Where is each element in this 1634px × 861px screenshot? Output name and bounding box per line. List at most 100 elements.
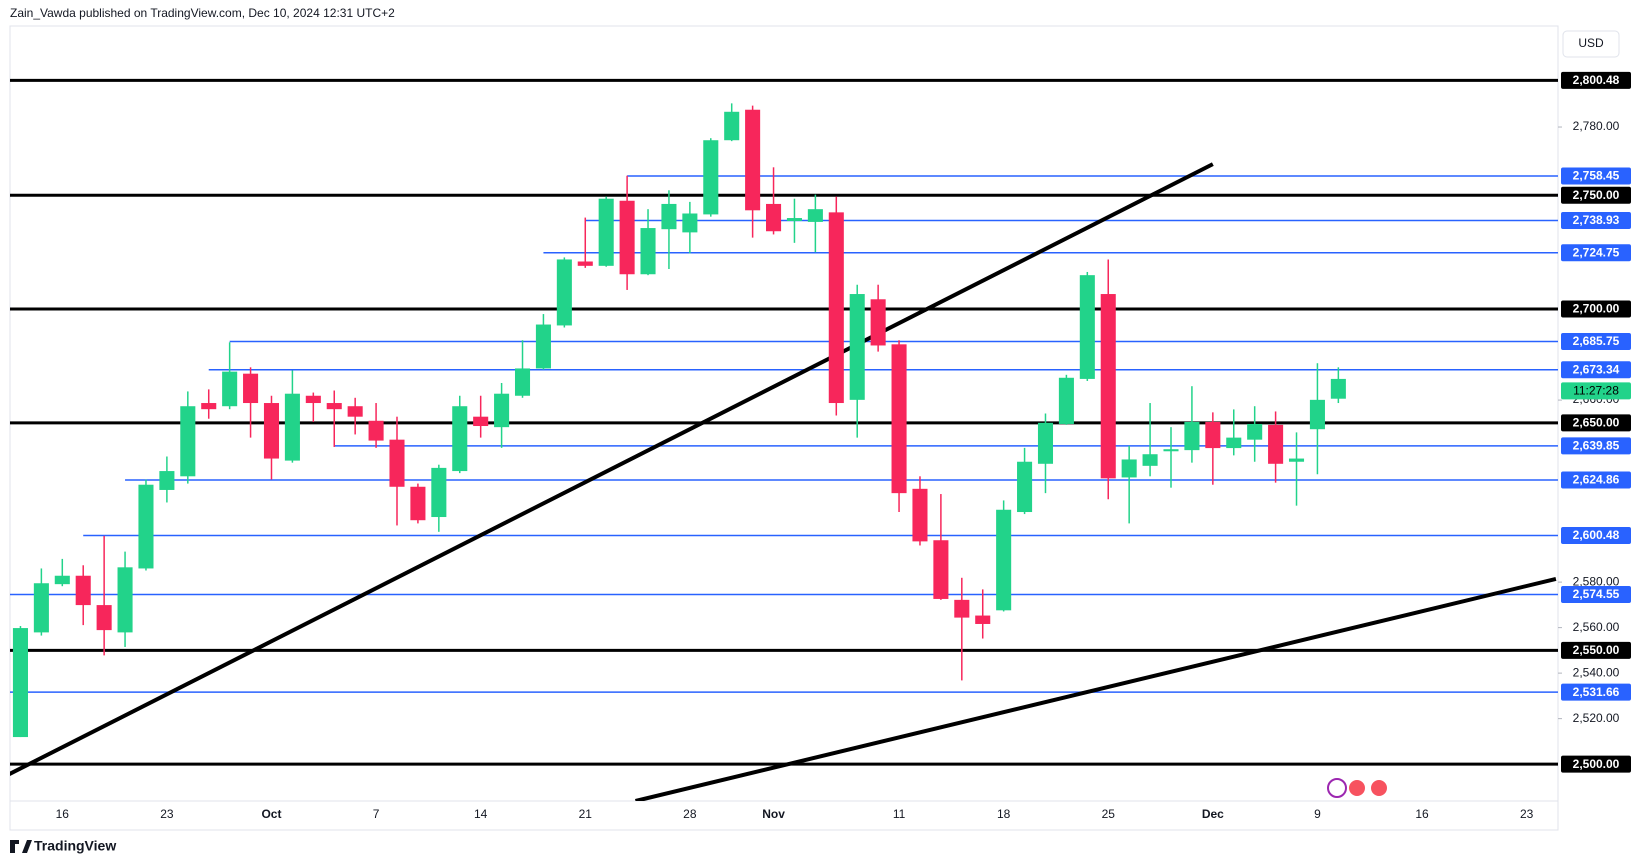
candle-body: [807, 209, 823, 222]
candle-body: [431, 467, 447, 518]
candle-body: [1121, 459, 1137, 478]
candle-body: [640, 228, 656, 275]
y-tick-label: 2,520.00: [1573, 711, 1620, 725]
candle-body: [1226, 437, 1242, 449]
level-tag: [1561, 641, 1631, 659]
candle-body: [577, 261, 593, 266]
level-tag: [1561, 755, 1631, 773]
level-tag-label: 2,685.75: [1573, 334, 1620, 348]
level-tag-label: 2,574.55: [1573, 587, 1620, 601]
candle-body: [975, 615, 991, 624]
candle-body: [954, 599, 970, 618]
level-tag-label: 2,600.48: [1573, 528, 1620, 542]
level-tag: [1561, 300, 1631, 318]
y-tick-label: 2,580.00: [1573, 574, 1620, 588]
candle-body: [54, 575, 70, 585]
level-tag-label: 2,650.00: [1573, 416, 1620, 430]
candle-body: [682, 213, 698, 233]
candle-body: [996, 509, 1012, 611]
candle-body: [912, 488, 928, 542]
candle-body: [389, 439, 405, 487]
candle-body: [494, 393, 510, 428]
candle-body: [598, 198, 614, 266]
candle-body: [305, 395, 321, 404]
candle-body: [159, 471, 175, 490]
event-icon[interactable]: [1327, 778, 1347, 798]
level-tag: [1561, 527, 1631, 545]
x-tick-label: 14: [474, 807, 488, 821]
candle-body: [96, 605, 112, 631]
y-tick-label: 2,780.00: [1573, 119, 1620, 133]
candle-body: [933, 540, 949, 599]
candle-body: [745, 109, 761, 211]
candle-body: [368, 420, 384, 441]
level-tag-label: 2,673.34: [1573, 362, 1620, 376]
candle-body: [284, 393, 300, 461]
candle-body: [138, 484, 154, 569]
countdown: 11:27:28: [1573, 384, 1619, 398]
candle-body: [1079, 275, 1095, 379]
level-tag: [1561, 414, 1631, 432]
candle-body: [870, 299, 886, 346]
level-tag-label: 2,624.86: [1573, 473, 1620, 487]
candle-body: [891, 344, 907, 494]
candle-body: [724, 111, 740, 141]
candle-body: [117, 567, 133, 633]
trendline: [635, 576, 1557, 801]
candle-body: [703, 140, 719, 215]
candle-body: [1268, 424, 1284, 464]
y-tick-label: 2,560.00: [1573, 620, 1620, 634]
level-tag-label: 2,800.48: [1573, 73, 1620, 87]
x-tick-label: 9: [1314, 807, 1321, 821]
candle-body: [535, 324, 551, 369]
candle-body: [222, 371, 238, 407]
candle-body: [243, 373, 259, 404]
candle-body: [180, 406, 196, 477]
event-icon[interactable]: [1369, 778, 1389, 798]
candle-body: [201, 403, 217, 410]
x-tick-label: 16: [1415, 807, 1429, 821]
candle-body: [1288, 458, 1305, 462]
candle-body: [263, 403, 280, 459]
candle-body: [473, 416, 489, 427]
currency[interactable]: USD: [1578, 36, 1604, 50]
candle-body: [828, 212, 844, 404]
level-tag-label: 2,550.00: [1573, 643, 1620, 657]
level-tag: [1561, 471, 1631, 489]
candle-body: [1330, 378, 1346, 399]
level-tag: [1561, 586, 1631, 604]
candle-body: [347, 406, 363, 417]
x-tick-label: 23: [1520, 807, 1534, 821]
x-tick-label: 16: [56, 807, 70, 821]
event-icons: [1327, 778, 1389, 798]
level-tag-label: 2,700.00: [1573, 302, 1620, 316]
x-tick-label: Nov: [762, 807, 785, 821]
level-tag-label: 2,750.00: [1573, 188, 1620, 202]
candle-body: [1058, 377, 1074, 424]
x-tick-label: 23: [160, 807, 174, 821]
level-tag: [1561, 332, 1631, 350]
currency-box[interactable]: [1562, 30, 1620, 58]
x-tick-label: Oct: [261, 807, 281, 821]
candle-body: [33, 583, 49, 633]
candle-body: [1037, 422, 1054, 464]
level-tag: [1561, 211, 1631, 229]
candle-body: [1142, 454, 1158, 466]
candle-body: [410, 486, 426, 521]
level-tag: [1561, 186, 1631, 204]
candle-body: [514, 368, 531, 396]
byline: Zain_Vawda published on TradingView.com,…: [10, 6, 395, 20]
x-tick-label: 11: [893, 807, 906, 821]
level-tag-label: 2,738.93: [1573, 213, 1620, 227]
event-icon[interactable]: [1347, 778, 1367, 798]
x-tick-label: 7: [373, 807, 380, 821]
level-tag: [1561, 361, 1631, 379]
level-tag-label: 2,639.85: [1573, 439, 1620, 453]
brand: TradingView: [34, 838, 116, 854]
candle-body: [12, 628, 28, 738]
candle-body: [766, 203, 782, 232]
candle-body: [1247, 423, 1263, 440]
candle-body: [849, 294, 865, 400]
